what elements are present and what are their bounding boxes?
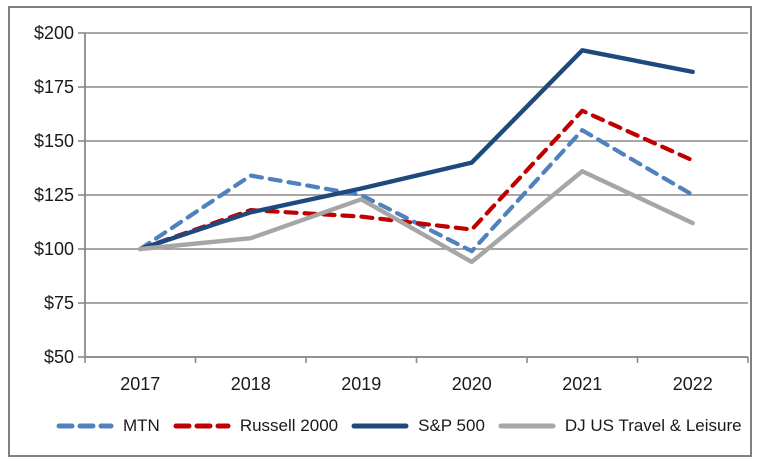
x-tick-label: 2019	[341, 374, 381, 394]
legend-item-mtn: MTN	[56, 416, 160, 436]
legend-label: MTN	[123, 416, 160, 435]
y-tick-label: $200	[34, 23, 74, 43]
legend-item-s-p-500: S&P 500	[351, 416, 485, 436]
x-tick-label: 2018	[231, 374, 271, 394]
legend-item-russell-2000: Russell 2000	[173, 416, 338, 436]
y-tick-label: $175	[34, 77, 74, 97]
series-line-s-p-500	[138, 48, 695, 252]
chart-frame	[8, 6, 752, 457]
series-line-dj-us-travel-leisure	[138, 169, 695, 265]
legend-item-dj-us-travel-leisure: DJ US Travel & Leisure	[498, 416, 742, 436]
y-tick-label: $150	[34, 131, 74, 151]
chart-legend: MTN Russell 2000 S&P 500 DJ US Travel & Lei…	[0, 413, 771, 439]
y-tick-label: $100	[34, 239, 74, 259]
legend-label: S&P 500	[418, 416, 485, 435]
x-tick-label: 2022	[673, 374, 713, 394]
legend-swatch-s-p-500-line	[351, 423, 409, 429]
y-tick-label: $75	[44, 293, 74, 313]
x-tick-label: 2020	[452, 374, 492, 394]
y-tick-label: $50	[44, 347, 74, 367]
legend-swatch-mtn-line	[56, 423, 114, 429]
legend-label: DJ US Travel & Leisure	[564, 416, 742, 435]
legend-label: Russell 2000	[239, 416, 339, 435]
legend-swatch-dj-us-travel-leisure-line	[498, 423, 556, 429]
y-tick-label: $125	[34, 185, 74, 205]
x-tick-label: 2021	[562, 374, 602, 394]
legend-swatch-russell-2000-line	[173, 423, 231, 429]
x-tick-label: 2017	[120, 374, 160, 394]
